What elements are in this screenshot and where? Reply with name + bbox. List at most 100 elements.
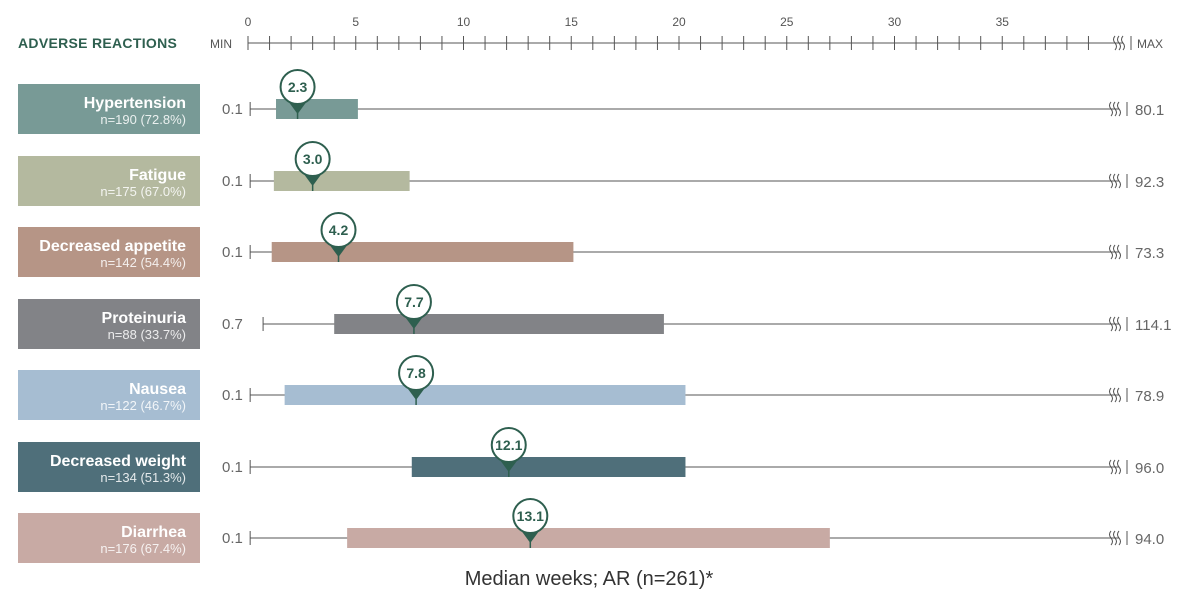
row-diarrhea-iqr-bar: [347, 528, 830, 548]
row-fatigue-min-label: 0.1: [222, 173, 243, 190]
row-decreased-weight-name: Decreased weight: [49, 452, 186, 470]
axis-break-mark-stroke: [1113, 35, 1117, 51]
row-fatigue-max-label: 92.3: [1135, 174, 1164, 191]
axis-tick-label-5: 5: [352, 15, 359, 29]
axis-max-label: MAX: [1137, 37, 1164, 51]
row-nausea-iqr-bar: [284, 385, 686, 405]
row-diarrhea-break-mark-stroke: [1117, 530, 1121, 546]
row-proteinuria-iqr-bar: [334, 314, 664, 334]
row-fatigue-median-label: 3.0: [303, 151, 323, 167]
row-decreased-appetite-max-label: 73.3: [1135, 245, 1164, 262]
row-diarrhea-break-mark-stroke: [1109, 530, 1113, 546]
axis-tick-label-30: 30: [888, 15, 902, 29]
row-proteinuria-break-mark: [1109, 316, 1121, 332]
row-nausea-count: n=122 (46.7%): [100, 397, 186, 413]
axis-break-mark-stroke: [1117, 35, 1121, 51]
row-diarrhea-count: n=176 (67.4%): [100, 540, 186, 556]
row-decreased-weight-count: n=134 (51.3%): [100, 469, 186, 485]
row-hypertension-label-box: Hypertension n=190 (72.8%): [18, 84, 200, 134]
row-decreased-appetite-iqr-bar: [271, 242, 574, 262]
axis-tick-label-0: 0: [245, 15, 252, 29]
row-proteinuria-break-mark-stroke: [1117, 316, 1121, 332]
row-decreased-weight-median-label: 12.1: [495, 437, 522, 453]
row-diarrhea-median-label: 13.1: [517, 508, 544, 524]
row-decreased-weight-median-pin: [490, 427, 527, 463]
row-nausea-break-mark-stroke: [1109, 387, 1113, 403]
row-nausea-label-box: Nausea n=122 (46.7%): [18, 370, 200, 420]
row-decreased-appetite-median-label: 4.2: [329, 222, 349, 238]
row-nausea-break-mark-stroke: [1113, 387, 1117, 403]
row-decreased-weight-break-mark-stroke: [1113, 459, 1117, 475]
row-hypertension-count: n=190 (72.8%): [100, 111, 186, 127]
row-decreased-weight-break-mark-stroke: [1109, 459, 1113, 475]
row-nausea-name: Nausea: [129, 380, 186, 398]
row-fatigue-median-pin: [294, 141, 331, 177]
row-proteinuria-min-label: 0.7: [222, 316, 243, 333]
row-nausea-median-label: 7.8: [406, 365, 426, 381]
axis-min-label: MIN: [210, 37, 232, 51]
row-fatigue-break-mark-stroke: [1113, 173, 1117, 189]
row-hypertension-median-pin: [279, 69, 316, 105]
row-proteinuria-label-box: Proteinuria n=88 (33.7%): [18, 299, 200, 349]
row-decreased-appetite-count: n=142 (54.4%): [100, 254, 186, 270]
row-nausea-median-pin: [398, 355, 435, 391]
row-hypertension-break-mark-stroke: [1113, 101, 1117, 117]
row-nausea-min-label: 0.1: [222, 387, 243, 404]
axis-tick-label-20: 20: [672, 15, 686, 29]
row-fatigue-label-box: Fatigue n=175 (67.0%): [18, 156, 200, 206]
axis-break-mark: [1113, 35, 1125, 51]
row-diarrhea-min-label: 0.1: [222, 530, 243, 547]
row-proteinuria-median-pin: [395, 284, 432, 320]
row-decreased-appetite-break-mark-stroke: [1113, 244, 1117, 260]
row-decreased-appetite-median-pin: [320, 212, 357, 248]
row-proteinuria-break-mark-stroke: [1113, 316, 1117, 332]
row-fatigue-break-mark-stroke: [1117, 173, 1121, 189]
axis-break-mark-stroke: [1121, 35, 1125, 51]
row-fatigue-name: Fatigue: [129, 166, 186, 184]
x-axis-caption: Median weeks; AR (n=261)*: [464, 568, 714, 590]
row-diarrhea-label-box: Diarrhea n=176 (67.4%): [18, 513, 200, 563]
row-decreased-appetite-break-mark-stroke: [1117, 244, 1121, 260]
axis-tick-label-10: 10: [457, 15, 471, 29]
row-diarrhea-break-mark: [1109, 530, 1121, 546]
row-diarrhea-break-mark-stroke: [1113, 530, 1117, 546]
row-hypertension-break-mark-stroke: [1117, 101, 1121, 117]
row-decreased-appetite-break-mark: [1109, 244, 1121, 260]
header-title: ADVERSE REACTIONS: [18, 35, 178, 51]
row-hypertension-max-label: 80.1: [1135, 102, 1164, 119]
row-hypertension-break-mark: [1109, 101, 1121, 117]
axis-tick-label-25: 25: [780, 15, 794, 29]
row-proteinuria-median-label: 7.7: [404, 294, 424, 310]
row-fatigue-break-mark: [1109, 173, 1121, 189]
row-proteinuria-count: n=88 (33.7%): [107, 326, 186, 342]
axis-tick-label-15: 15: [565, 15, 579, 29]
row-proteinuria-max-label: 114.1: [1135, 317, 1171, 334]
row-hypertension-break-mark-stroke: [1109, 101, 1113, 117]
row-decreased-weight-break-mark: [1109, 459, 1121, 475]
axis-tick-label-35: 35: [996, 15, 1010, 29]
row-decreased-weight-iqr-bar: [411, 457, 686, 477]
row-diarrhea-median-pin: [512, 498, 549, 534]
row-fatigue-break-mark-stroke: [1109, 173, 1113, 189]
row-decreased-weight-label-box: Decreased weight n=134 (51.3%): [18, 442, 200, 492]
row-fatigue-count: n=175 (67.0%): [100, 183, 186, 199]
row-decreased-weight-break-mark-stroke: [1117, 459, 1121, 475]
row-proteinuria-break-mark-stroke: [1109, 316, 1113, 332]
row-diarrhea-name: Diarrhea: [121, 523, 186, 541]
row-hypertension-median-label: 2.3: [288, 79, 308, 95]
row-decreased-appetite-break-mark-stroke: [1109, 244, 1113, 260]
row-diarrhea-max-label: 94.0: [1135, 531, 1164, 548]
row-hypertension-min-label: 0.1: [222, 101, 243, 118]
row-hypertension-name: Hypertension: [83, 94, 186, 112]
row-decreased-appetite-name: Decreased appetite: [39, 237, 186, 255]
row-proteinuria-name: Proteinuria: [101, 309, 186, 327]
row-decreased-weight-min-label: 0.1: [222, 459, 243, 476]
row-nausea-break-mark-stroke: [1117, 387, 1121, 403]
row-decreased-appetite-label-box: Decreased appetite n=142 (54.4%): [18, 227, 200, 277]
row-decreased-appetite-min-label: 0.1: [222, 244, 243, 261]
row-nausea-break-mark: [1109, 387, 1121, 403]
row-fatigue-iqr-bar: [273, 171, 410, 191]
row-decreased-weight-max-label: 96.0: [1135, 460, 1164, 477]
row-nausea-max-label: 78.9: [1135, 388, 1164, 405]
